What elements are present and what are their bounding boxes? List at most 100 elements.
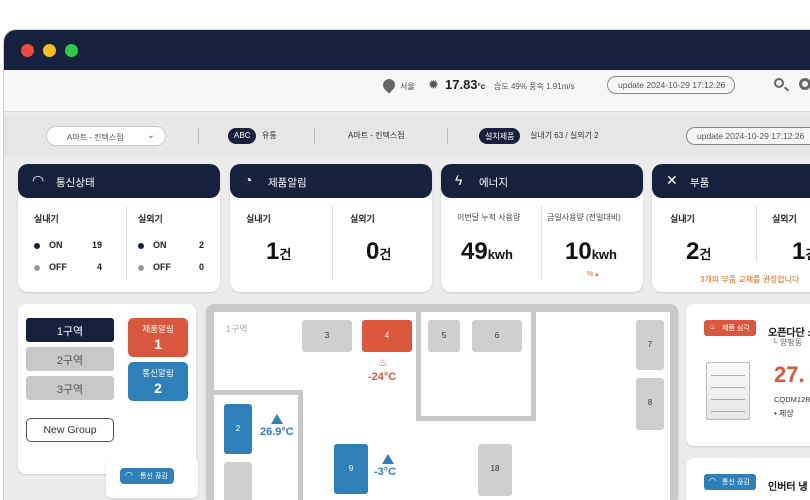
- unit-4[interactable]: 4: [362, 320, 412, 352]
- comm-lost-badge: ◠ 통신 끊김: [120, 468, 174, 484]
- divider: [126, 206, 127, 280]
- update-time-pill[interactable]: update 2024-10-29 17:12:26: [607, 76, 735, 94]
- indoor-off-count: 4: [96, 262, 102, 272]
- product-state: • 제상: [774, 409, 794, 418]
- zone-label: 1구역: [226, 324, 248, 334]
- install-badge: 설치제품: [479, 128, 521, 144]
- outdoor-on-count: 2: [198, 240, 204, 250]
- update-time-pill-secondary[interactable]: update 2024-10-29 17:12:26: [686, 127, 810, 145]
- company-type: 유통: [262, 131, 277, 140]
- indoor-parts-count: 2건: [686, 238, 712, 265]
- unit-5[interactable]: 5: [428, 320, 460, 352]
- wall: [206, 304, 214, 500]
- alarm-bell-icon: ♨: [709, 322, 717, 331]
- product-alarm-card[interactable]: ◔ 제품알림 실내기 실외기 1건 0건: [230, 164, 432, 292]
- parts-card[interactable]: ✕ 부품 실내기 실외기 2건 1건 3개의 부품 교체를 권장합니다: [652, 164, 810, 292]
- card-header: ϟ 에너지: [441, 164, 643, 198]
- open-showcase-fridge-icon: [706, 362, 750, 420]
- install-counts: 실내기 63 / 실외기 2: [530, 131, 599, 140]
- top-status-bar: 서울 ✹ 17.83°c 습도 49% 풍속 1.91m/s update 20…: [4, 70, 810, 112]
- weather-details: 습도 49% 풍속 1.91m/s: [494, 82, 575, 91]
- alarm-bell-icon: ♨: [378, 357, 388, 369]
- zone-button-3[interactable]: 3구역: [26, 376, 114, 400]
- unit-3[interactable]: 3: [302, 320, 352, 352]
- outdoor-label: 실외기: [138, 214, 163, 224]
- store-name: A마트 - 킨텍스점: [348, 131, 405, 140]
- settings-gear-icon[interactable]: [799, 78, 810, 90]
- card-header: ✕ 부품: [652, 164, 810, 198]
- unit-9-temp: -3°C: [374, 466, 397, 478]
- unit-9[interactable]: 9: [334, 444, 368, 494]
- wall: [531, 312, 536, 420]
- product-detail-card[interactable]: ♨제품 심각 오픈다단 쇼 └ 양평동 27. CQDM12R • 제상: [686, 304, 810, 446]
- outdoor-temperature: 17.83°c: [445, 77, 486, 92]
- wall: [298, 390, 303, 500]
- off-dot-icon: [138, 265, 144, 271]
- unit-18[interactable]: 18: [478, 444, 512, 496]
- usage-trend: % ▴: [587, 271, 599, 278]
- product-temperature: 27.: [774, 362, 805, 387]
- card-title: 제품알림: [268, 177, 307, 189]
- wall: [416, 312, 421, 420]
- off-label: OFF: [49, 262, 67, 272]
- outdoor-label: 실외기: [772, 214, 797, 224]
- wall: [206, 304, 678, 312]
- unit-6[interactable]: 6: [472, 320, 522, 352]
- energy-card[interactable]: ϟ 에너지 이번달 누적 사용량 금일사용량 (전일대비) 49kwh 10kw…: [441, 164, 643, 292]
- search-icon[interactable]: [774, 78, 784, 88]
- on-label: ON: [49, 240, 63, 250]
- product-location: └ 양평동: [772, 338, 802, 347]
- card-title: 부품: [690, 177, 710, 189]
- off-label: OFF: [153, 262, 171, 272]
- divider: [314, 128, 315, 144]
- minimize-window-button[interactable]: [43, 44, 56, 57]
- today-usage-label: 금일사용량 (전일대비): [547, 213, 621, 222]
- wall: [416, 416, 536, 421]
- unit-2[interactable]: 2: [224, 404, 252, 454]
- unit-1[interactable]: [224, 462, 252, 500]
- indoor-label: 실내기: [670, 214, 695, 224]
- divider: [541, 206, 542, 280]
- tools-icon: ✕: [666, 172, 678, 188]
- month-usage-label: 이번달 누적 사용량: [457, 213, 521, 222]
- on-label: ON: [153, 240, 167, 250]
- zone-button-1[interactable]: 1구역: [26, 318, 114, 342]
- off-dot-icon: [34, 265, 40, 271]
- on-dot-icon: [138, 243, 144, 249]
- product-detail-card-2[interactable]: ◠ 통신 끊김 인버터 냉: [686, 458, 810, 500]
- comm-alert-label: 통신알림: [142, 368, 174, 378]
- comm-status-card[interactable]: ◠ 통신상태 실내기 실외기 ON 19 OFF 4 ON 2 OFF 0: [18, 164, 220, 292]
- product-alert-box[interactable]: 제품알림 1: [128, 318, 188, 357]
- divider: [198, 128, 199, 144]
- product-name: 오픈다단 쇼: [768, 328, 810, 339]
- divider: [756, 206, 757, 262]
- close-window-button[interactable]: [21, 44, 34, 57]
- new-group-button[interactable]: New Group: [26, 418, 114, 442]
- indoor-label: 실내기: [34, 214, 59, 224]
- wifi-off-icon: ◠: [709, 476, 716, 485]
- divider: [332, 206, 333, 280]
- comm-alert-box[interactable]: 통신알림 2: [128, 362, 188, 401]
- today-usage-value: 10kwh: [565, 238, 617, 265]
- comm-alert-count: 2: [154, 380, 162, 396]
- comm-lost-card[interactable]: ◠ 통신 끊김: [106, 458, 198, 498]
- card-title: 통신상태: [56, 177, 95, 189]
- outdoor-parts-count: 1건: [792, 238, 810, 265]
- unit-8[interactable]: 8: [636, 378, 664, 430]
- product-model: CQDM12R: [774, 395, 810, 404]
- divider: [447, 128, 448, 144]
- zone-button-2[interactable]: 2구역: [26, 347, 114, 371]
- parts-notice: 3개의 부품 교체를 권장합니다: [700, 275, 800, 284]
- unit-2-temp: 26.9°C: [260, 426, 294, 438]
- app-window: 서울 ✹ 17.83°c 습도 49% 풍속 1.91m/s update 20…: [4, 30, 810, 500]
- floor-plan: 1구역 3 4 ♨ -24°C 5 6 7 8 2 26.9°C 9 -3°C …: [206, 304, 678, 500]
- maximize-window-button[interactable]: [65, 44, 78, 57]
- unit-4-temp: -24°C: [368, 371, 397, 383]
- product-alert-count: 1: [154, 336, 162, 352]
- product-alert-label: 제품알림: [142, 324, 174, 334]
- store-select[interactable]: A마트 - 킨텍스점 ⌄: [46, 126, 166, 146]
- unit-7[interactable]: 7: [636, 320, 664, 370]
- warning-icon: [271, 414, 283, 424]
- sun-icon: ✹: [428, 77, 439, 92]
- store-filter-bar: A마트 - 킨텍스점 ⌄ ABC 유통 A마트 - 킨텍스점 설치제품 실내기 …: [4, 116, 810, 156]
